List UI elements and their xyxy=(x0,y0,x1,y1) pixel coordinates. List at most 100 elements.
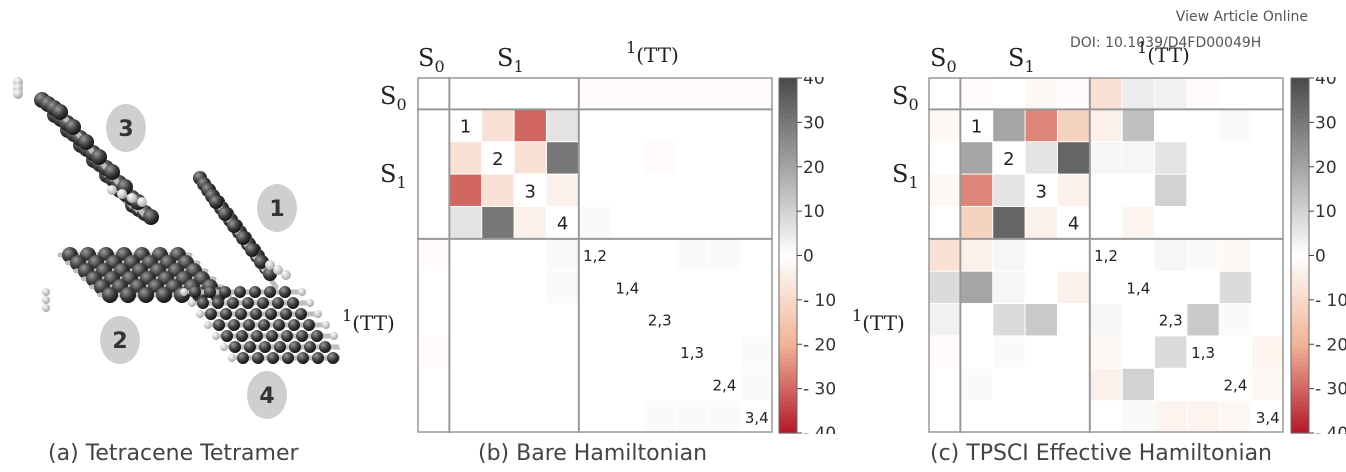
matrix-cell xyxy=(993,304,1025,336)
matrix-cell xyxy=(482,271,514,304)
monomer-3-label: 3 xyxy=(106,104,146,152)
matrix-cell xyxy=(611,271,644,304)
matrix-cell xyxy=(1155,271,1187,304)
diag-label-tt: 2,4 xyxy=(713,376,737,394)
matrix-cell xyxy=(579,77,611,109)
label-b-tt-top: 1(TT) xyxy=(626,38,679,67)
matrix-cell xyxy=(1252,304,1284,336)
matrix-cell xyxy=(1122,271,1155,304)
matrix-cell xyxy=(1090,401,1122,433)
matrix-cell xyxy=(611,336,644,368)
matrix-cell xyxy=(1090,271,1122,304)
matrix-cell xyxy=(1219,174,1252,206)
molecules xyxy=(13,77,340,364)
matrix-cell xyxy=(579,401,611,433)
colorbar-tick-label: 10 xyxy=(803,202,825,222)
matrix-cell xyxy=(417,206,449,239)
matrix-cell xyxy=(1057,401,1090,433)
matrix-cell xyxy=(1057,206,1090,239)
colorbar-tick-label: 0 xyxy=(1315,247,1326,267)
matrix-cell xyxy=(449,368,482,401)
label-c-s1-left: S1 xyxy=(892,160,919,192)
colorbar-tick-label: - 40 xyxy=(803,424,836,434)
matrix-cell xyxy=(611,304,644,336)
matrix-cell xyxy=(676,368,708,401)
colorbar-tick-label: 30 xyxy=(1315,113,1337,133)
matrix-cell xyxy=(960,271,993,304)
matrix-cell xyxy=(1090,368,1122,401)
colorbar-tick-label: 0 xyxy=(803,247,814,267)
matrix-cell xyxy=(1187,109,1219,142)
label-c-s1-top: S1 xyxy=(1008,44,1035,76)
matrix-cell xyxy=(449,174,482,206)
doi-link[interactable]: DOI: 10.1039/D4FD00049H xyxy=(1070,35,1262,51)
matrix-cell xyxy=(482,142,514,174)
matrix-cell xyxy=(993,109,1025,142)
matrix-cell xyxy=(708,206,741,239)
matrix-cell xyxy=(644,271,676,304)
matrix-cell xyxy=(1187,77,1219,109)
matrix-cell xyxy=(928,174,960,206)
matrix-cell xyxy=(1219,206,1252,239)
view-article-link[interactable]: View Article Online xyxy=(1175,9,1308,25)
diag-label-s1: 2 xyxy=(1003,149,1014,170)
matrix-cell xyxy=(417,109,449,142)
diag-label-tt: 3,4 xyxy=(745,409,769,427)
matrix-cell xyxy=(1252,206,1284,239)
monomer-4-label: 4 xyxy=(247,371,287,419)
matrix-cell xyxy=(928,77,960,109)
matrix-cell xyxy=(449,336,482,368)
matrix-cell xyxy=(1252,401,1284,433)
matrix-cell xyxy=(928,271,960,304)
matrix-cell xyxy=(993,77,1025,109)
matrix-cell xyxy=(676,206,708,239)
matrix-cell xyxy=(611,401,644,433)
matrix-cell xyxy=(1155,77,1187,109)
matrix-cell xyxy=(928,206,960,239)
matrix-cell xyxy=(993,368,1025,401)
matrix-border xyxy=(417,77,773,433)
colorbar-tick-label: - 40 xyxy=(1315,424,1346,434)
matrix-cell xyxy=(708,304,741,336)
matrix-cell xyxy=(741,368,773,401)
matrix-cell xyxy=(993,271,1025,304)
matrix-cell xyxy=(514,174,546,206)
matrix-cell xyxy=(960,336,993,368)
matrix-cell xyxy=(676,271,708,304)
matrix-cell xyxy=(928,109,960,142)
matrix-cell xyxy=(417,336,449,368)
matrix-cell xyxy=(1122,77,1155,109)
label-b-s0-top: S0 xyxy=(418,44,445,76)
matrix-cell xyxy=(482,77,514,109)
matrix-cell xyxy=(514,77,546,109)
matrix-cell xyxy=(1187,304,1219,336)
matrix-cell xyxy=(708,336,741,368)
label-c-s0-left: S0 xyxy=(892,82,919,114)
diag-label-tt: 1,3 xyxy=(1191,344,1215,362)
colorbar-c: 40 30 20 10 0 - 10 - 20 - 30 - 40 xyxy=(1290,77,1346,434)
matrix-cell xyxy=(611,174,644,206)
matrix-cell xyxy=(993,142,1025,174)
tpsci-effective-hamiltonian-matrix: 12 34 1,2 1,4 2,3 1,3 2,4 3,4 xyxy=(928,77,1284,433)
colorbar-tick-label: - 30 xyxy=(803,380,836,400)
matrix-cell xyxy=(1155,336,1187,368)
matrix-cell xyxy=(482,336,514,368)
matrix-cell xyxy=(741,174,773,206)
caption-b: (b) Bare Hamiltonian xyxy=(478,441,708,466)
label-c-tt-top: 1(TT) xyxy=(1137,38,1190,67)
diag-label-tt: 1,3 xyxy=(680,344,704,362)
matrix-cell xyxy=(1252,368,1284,401)
diag-label-tt: 1,4 xyxy=(615,279,639,297)
matrix-cell xyxy=(1252,239,1284,271)
matrix-cell xyxy=(1252,142,1284,174)
matrix-cell xyxy=(960,142,993,174)
matrix-cell xyxy=(546,271,579,304)
matrix-cell xyxy=(1025,174,1057,206)
diag-label-s1: 4 xyxy=(1068,214,1079,235)
matrix-cell xyxy=(579,271,611,304)
diag-label-s1: 3 xyxy=(1036,181,1047,202)
matrix-cell xyxy=(676,109,708,142)
matrix-cell xyxy=(708,401,741,433)
matrix-cell xyxy=(449,271,482,304)
matrix-cell xyxy=(1252,336,1284,368)
